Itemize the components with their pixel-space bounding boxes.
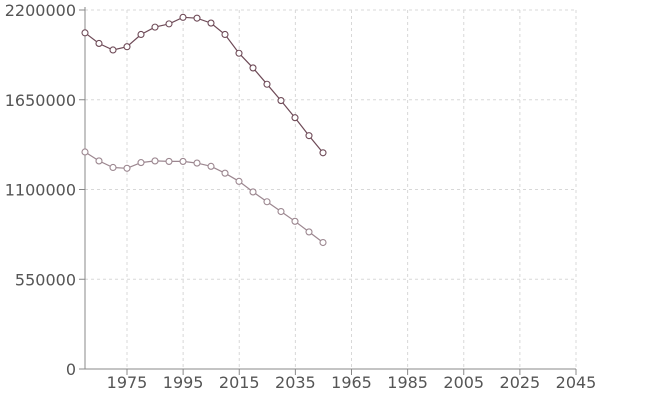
data-point [277, 97, 285, 105]
x-tick-label: 1995 [163, 373, 204, 392]
x-tick-label: 1985 [387, 373, 428, 392]
y-tick-label: 0 [66, 360, 76, 379]
data-point [263, 198, 271, 206]
data-point [291, 217, 299, 225]
data-point [95, 39, 103, 48]
data-point [319, 238, 327, 247]
data-point [277, 207, 285, 216]
y-tick-label: 2200000 [5, 1, 76, 20]
data-point [179, 13, 187, 21]
data-point [319, 149, 327, 157]
data-point [179, 157, 187, 165]
x-tick-label: 1975 [107, 373, 148, 392]
data-point [249, 188, 257, 196]
data-point [263, 80, 271, 88]
x-tick-label: 1965 [331, 373, 372, 392]
data-point [109, 163, 117, 172]
data-point [249, 64, 257, 72]
data-point [193, 159, 201, 167]
data-point [137, 159, 145, 167]
series [81, 13, 327, 247]
data-point [109, 46, 117, 54]
x-tick-label: 2035 [275, 373, 316, 392]
x-tick-label: 2015 [219, 373, 260, 392]
data-point [165, 20, 173, 28]
data-point [291, 114, 299, 122]
data-point [235, 49, 243, 57]
data-point [81, 148, 89, 156]
x-tick-label: 2025 [500, 373, 541, 392]
gridlines [85, 9, 577, 369]
data-point [81, 29, 89, 37]
tick-labels: 0 550000 1100000 1650000 2200000 1975 1995 2015… [5, 1, 597, 392]
y-tick-label: 550000 [15, 270, 76, 289]
data-point [207, 19, 215, 27]
series-line [84, 16, 324, 154]
data-point [95, 157, 103, 165]
y-tick-label: 1100000 [5, 181, 76, 200]
axes [79, 7, 577, 375]
data-point [123, 164, 131, 172]
data-point [165, 157, 173, 165]
x-tick-label: 2045 [556, 373, 597, 392]
data-point [221, 169, 229, 177]
data-point [235, 177, 243, 185]
data-point [193, 14, 201, 22]
data-point [305, 132, 313, 140]
x-tick-label: 2005 [443, 373, 484, 392]
data-point [207, 162, 215, 170]
series-2 [81, 148, 327, 247]
data-point [137, 30, 145, 39]
data-point [151, 23, 159, 31]
series-1 [81, 13, 327, 157]
series-line [84, 151, 324, 243]
y-tick-label: 1650000 [5, 91, 76, 110]
data-point [151, 157, 159, 165]
data-point [123, 43, 131, 51]
data-point [221, 30, 229, 39]
data-point [305, 228, 313, 236]
